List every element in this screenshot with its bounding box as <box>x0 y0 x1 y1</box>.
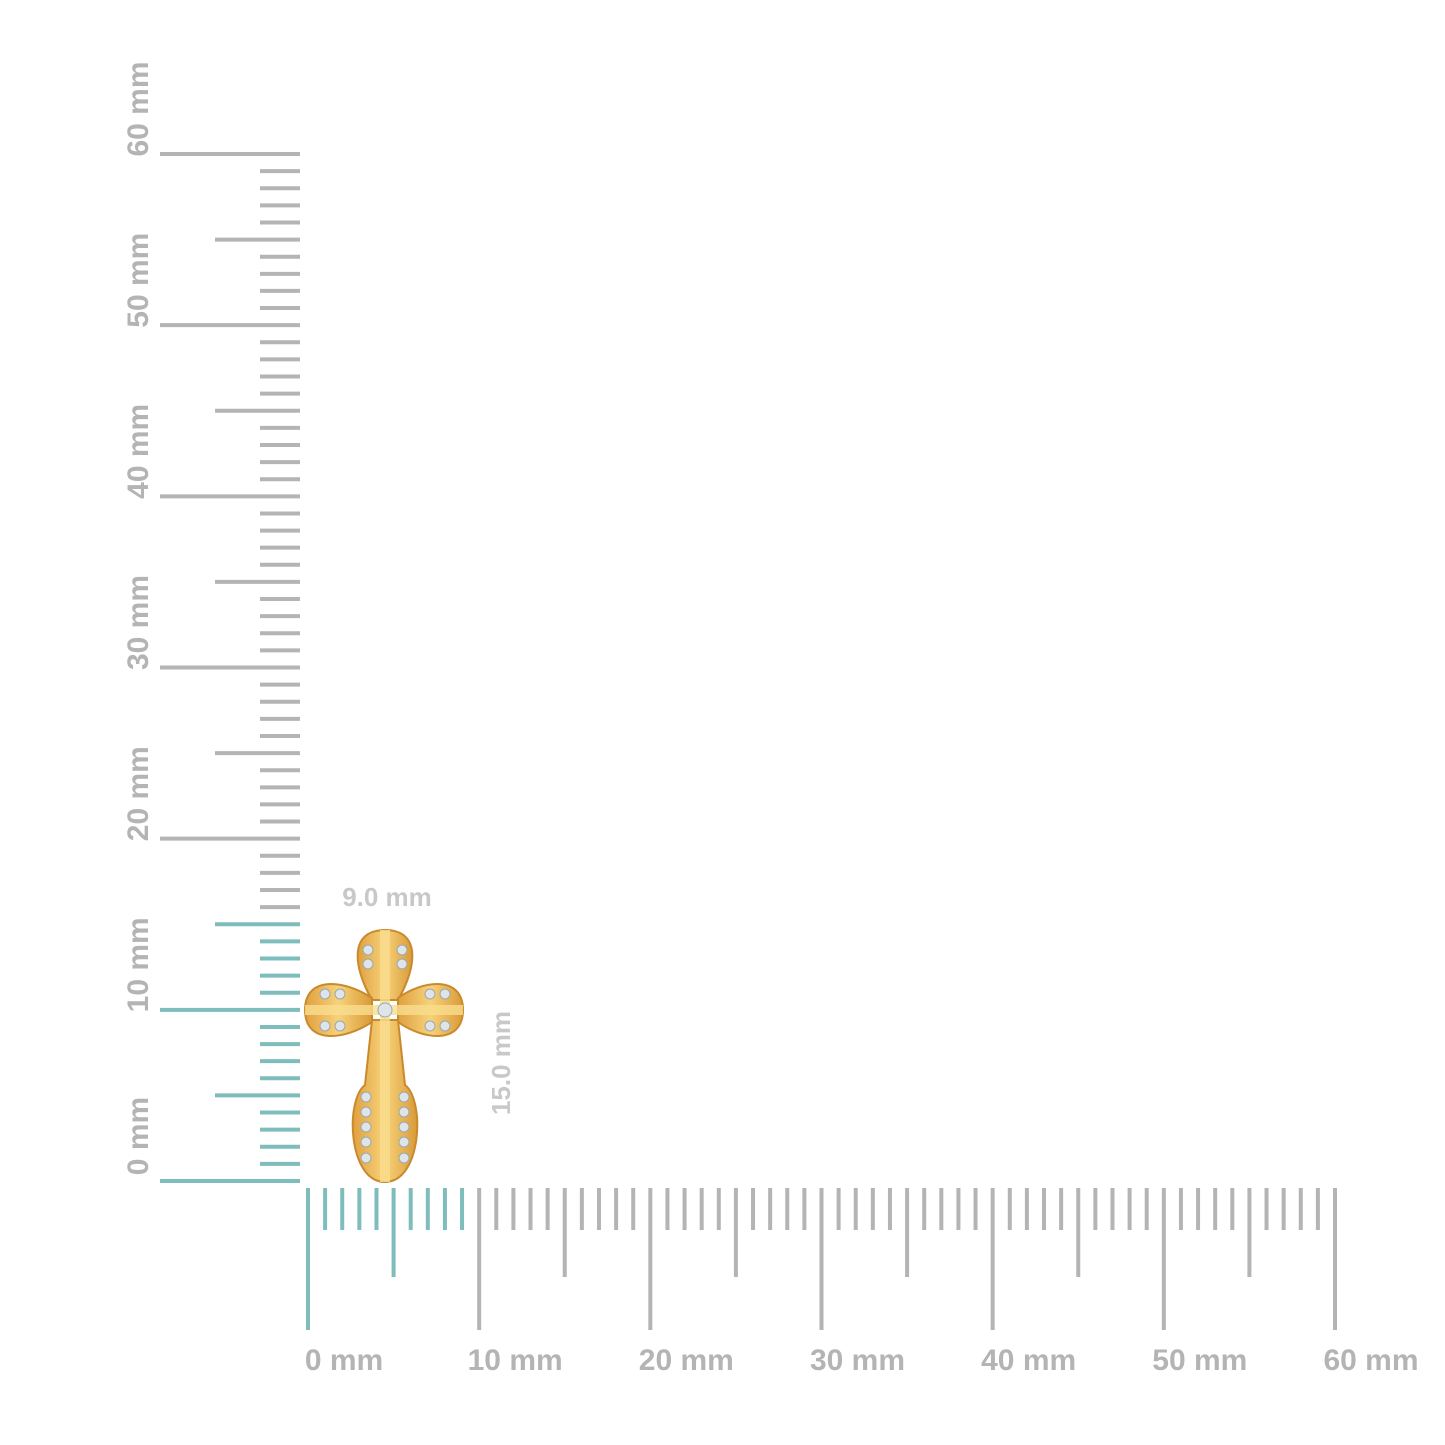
y-ruler-label: 30 mm <box>122 575 155 670</box>
x-ruler-label: 60 mm <box>1323 1344 1418 1377</box>
x-ruler-label: 30 mm <box>810 1344 905 1377</box>
x-ruler-label: 0 mm <box>305 1344 383 1377</box>
y-ruler-label: 50 mm <box>122 233 155 328</box>
y-ruler-label: 10 mm <box>122 917 155 1012</box>
width-dimension: 9.0 mm <box>342 882 432 912</box>
y-ruler-label: 0 mm <box>122 1097 155 1175</box>
y-ruler-label: 40 mm <box>122 404 155 499</box>
y-ruler-label: 60 mm <box>122 61 155 156</box>
height-dimension: 15.0 mm <box>486 1011 516 1115</box>
y-ruler-label: 20 mm <box>122 746 155 841</box>
x-ruler-label: 50 mm <box>1152 1344 1247 1377</box>
x-ruler-label: 40 mm <box>981 1344 1076 1377</box>
x-ruler-label: 20 mm <box>639 1344 734 1377</box>
x-ruler-label: 10 mm <box>468 1344 563 1377</box>
cross-pendant <box>303 928 465 1184</box>
